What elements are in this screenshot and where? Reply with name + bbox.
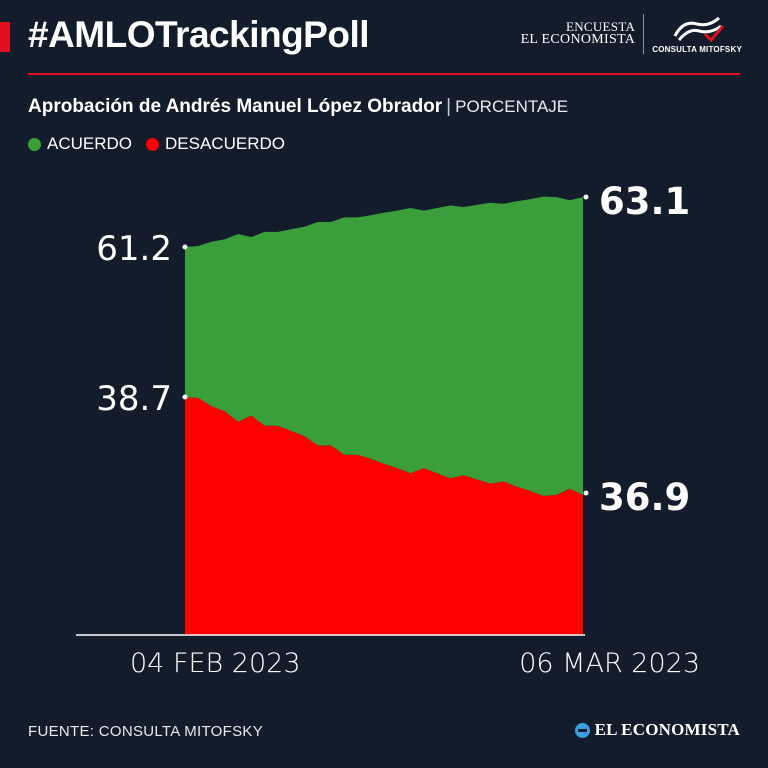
legend-dot-acuerdo <box>28 137 41 151</box>
subtitle-separator: | <box>446 96 452 117</box>
mitofsky-emblem-icon <box>673 16 725 43</box>
area-acuerdo <box>185 196 583 496</box>
footer-brand: EL ECONOMISTA <box>574 720 740 740</box>
legend-label-acuerdo: ACUERDO <box>47 134 133 153</box>
mitofsky-label: CONSULTA MITOFSKY <box>652 45 742 54</box>
point-desacuerdo-start <box>182 394 188 400</box>
point-acuerdo-start <box>182 244 188 250</box>
label-acuerdo-end: 63.1 <box>599 180 690 223</box>
footer-brand-text: EL ECONOMISTA <box>594 720 740 739</box>
footer-source: FUENTE: CONSULTA MITOFSKY <box>28 723 264 740</box>
brand-encuesta: ENCUESTA <box>565 18 636 34</box>
page-title: #AMLOTrackingPoll <box>28 14 370 55</box>
header-brand: ENCUESTA EL ECONOMISTA CONSULTA MITOFSKY <box>521 14 742 54</box>
legend-label-desacuerdo: DESACUERDO <box>165 134 285 153</box>
economista-logo-icon <box>574 722 590 738</box>
label-desacuerdo-start: 38.7 <box>96 379 172 419</box>
legend-dot-desacuerdo <box>146 137 160 151</box>
header-accent-bar <box>0 22 10 52</box>
area-desacuerdo <box>185 397 583 635</box>
point-desacuerdo-end <box>583 490 589 496</box>
label-desacuerdo-end: 36.9 <box>599 476 690 519</box>
label-acuerdo-start: 61.2 <box>96 229 172 269</box>
brand-divider <box>643 14 645 54</box>
x-tick-start: 04 FEB 2023 <box>130 648 301 679</box>
legend-item-desacuerdo: DESACUERDO <box>146 134 285 154</box>
x-tick-end: 06 MAR 2023 <box>519 648 700 679</box>
subtitle-unit: PORCENTAJE <box>455 97 569 116</box>
brand-economista: EL ECONOMISTA <box>520 32 636 48</box>
point-acuerdo-end <box>583 194 589 200</box>
header-rule <box>28 73 740 75</box>
chart-subtitle: Aprobación de Andrés Manuel López Obrado… <box>28 96 568 118</box>
chart-legend: ACUERDO DESACUERDO <box>28 134 299 154</box>
mitofsky-logo: CONSULTA MITOFSKY <box>652 14 742 54</box>
brand-text: ENCUESTA EL ECONOMISTA <box>521 20 636 48</box>
subtitle-main: Aprobación de Andrés Manuel López Obrado… <box>28 96 443 117</box>
legend-item-acuerdo: ACUERDO <box>28 134 132 154</box>
